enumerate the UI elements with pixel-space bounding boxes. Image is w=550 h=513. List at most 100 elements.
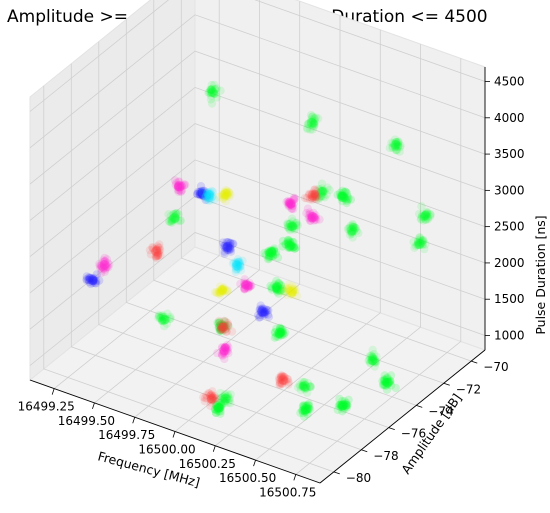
data-point: [154, 243, 163, 252]
data-point: [340, 193, 350, 202]
data-point: [281, 328, 290, 337]
data-point: [287, 281, 296, 291]
data-point: [277, 328, 286, 337]
data-point: [245, 282, 255, 291]
data-point: [258, 308, 267, 318]
data-point: [242, 280, 251, 290]
data-point: [278, 287, 288, 297]
data-point: [223, 392, 232, 401]
data-point: [215, 282, 225, 291]
data-point: [343, 192, 352, 201]
data-point: [218, 285, 227, 295]
data-point: [298, 381, 307, 390]
data-point: [284, 280, 293, 289]
data-point: [385, 378, 394, 387]
data-point: [231, 259, 241, 268]
data-point: [232, 259, 241, 268]
data-point: [165, 315, 174, 324]
data-point: [286, 241, 296, 250]
data-point: [304, 210, 313, 220]
data-point: [167, 216, 176, 225]
data-point: [160, 316, 169, 325]
data-point: [202, 391, 211, 400]
data-point: [166, 217, 176, 227]
data-point: [300, 407, 310, 416]
data-point: [216, 322, 226, 332]
data-point: [198, 191, 208, 201]
data-point: [426, 210, 435, 219]
data-point: [298, 381, 308, 390]
data-point: [223, 346, 232, 356]
data-point: [219, 348, 228, 357]
data-point: [148, 243, 157, 253]
data-point: [219, 347, 228, 356]
data-point: [320, 186, 329, 195]
data-point: [290, 244, 300, 253]
data-point: [288, 237, 297, 247]
data-point: [287, 286, 298, 297]
y-tick: [361, 449, 368, 453]
data-point: [255, 312, 265, 322]
data-point: [423, 213, 433, 223]
data-point: [289, 242, 298, 252]
data-point: [150, 247, 160, 256]
data-point: [278, 236, 288, 246]
data-point: [272, 282, 281, 292]
data-point: [275, 330, 284, 339]
data-point: [206, 195, 215, 205]
data-point: [284, 284, 293, 293]
data-point: [207, 88, 217, 98]
data-point: [219, 284, 228, 293]
data-point: [220, 243, 229, 252]
data-point: [302, 123, 312, 133]
data-point: [220, 322, 229, 332]
data-point: [274, 289, 283, 298]
data-point: [279, 330, 288, 339]
data-point: [278, 324, 287, 334]
data-point: [276, 324, 285, 333]
data-point: [222, 343, 231, 353]
data-point: [214, 319, 223, 328]
data-point: [222, 190, 231, 199]
x-tick-label: 16499.75: [98, 428, 155, 442]
data-point: [254, 311, 263, 320]
data-point: [215, 403, 225, 413]
grid-line-x: [174, 15, 341, 432]
grid-lines: [29, 0, 486, 475]
data-point: [202, 189, 212, 198]
data-point: [275, 378, 285, 387]
data-point: [207, 394, 216, 403]
data-point: [226, 238, 235, 248]
data-point: [214, 407, 224, 416]
data-point: [342, 400, 351, 410]
data-point: [176, 187, 185, 196]
data-point: [305, 382, 315, 391]
data-point: [224, 238, 233, 247]
data-point: [153, 251, 162, 260]
data-point: [336, 193, 346, 202]
data-point: [393, 139, 403, 148]
data-point: [233, 255, 243, 264]
x-tick: [132, 417, 136, 424]
data-point: [88, 278, 97, 288]
data-point: [225, 396, 234, 405]
data-point: [213, 348, 222, 358]
data-point: [164, 210, 173, 219]
data-point: [341, 401, 351, 410]
data-point: [219, 194, 228, 203]
data-point: [275, 326, 285, 336]
data-point: [416, 239, 425, 248]
data-point: [308, 118, 317, 127]
data-point: [305, 189, 314, 198]
data-point: [285, 287, 294, 296]
data-point: [100, 257, 110, 266]
data-point: [306, 382, 315, 392]
data-point: [152, 245, 161, 254]
data-point: [382, 377, 393, 388]
data-point: [97, 262, 107, 272]
data-point: [306, 125, 315, 134]
x-tick: [172, 431, 176, 438]
data-point: [339, 405, 348, 414]
data-point: [174, 177, 183, 186]
data-point: [370, 355, 380, 364]
